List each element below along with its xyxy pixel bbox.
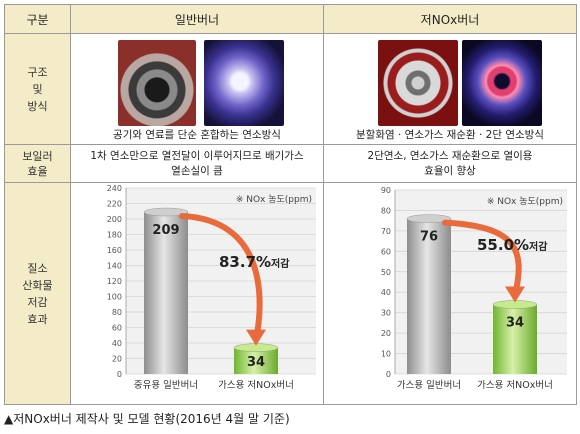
y-tick-label: 220 — [107, 200, 122, 209]
bar-value-label: 34 — [506, 315, 524, 330]
general-flame-photo — [204, 40, 284, 126]
header-row: 구분 일반버너 저NOx버너 — [4, 4, 577, 34]
reduction-label: 83.7%저감 — [219, 253, 290, 271]
reduction-percent: 55.0% — [477, 236, 529, 254]
y-tick-label: 0 — [117, 370, 122, 379]
header-lownox-burner: 저NOx버너 — [323, 4, 577, 34]
reduction-arrowhead — [505, 286, 525, 303]
y-tick-label: 20 — [112, 355, 122, 364]
reduction-suffix: 저감 — [529, 240, 548, 253]
nox-chart-general: 0 20 40 60 80 100 120 140 160 180 200 220 240 ※ NOx 농… — [107, 184, 316, 391]
efficiency-general-text: 1차 연소만으로 열전달이 이루어지므로 배기가스 열손실이 큼 — [70, 144, 324, 183]
header-general-burner: 일반버너 — [70, 4, 324, 34]
y-tick-label: 90 — [381, 186, 391, 195]
reduction-arrow — [442, 219, 522, 300]
nox-chart-lownox: 0 10 20 30 40 50 60 70 80 90 ※ NOx 농도(ppm) 76 가스용 일반… — [381, 186, 567, 391]
bar-value-label: 76 — [420, 230, 438, 245]
nox-label: 질소 산화물 저감 효과 — [4, 182, 71, 405]
y-tick-label: 160 — [107, 246, 122, 255]
structure-lownox-caption: 분할화염 · 연소가스 재순환 · 2단 연소방식 — [356, 129, 544, 141]
y-tick-label: 0 — [386, 370, 391, 379]
y-tick-label: 200 — [107, 215, 122, 224]
lownox-flame-photo — [462, 40, 542, 126]
bar-top — [406, 214, 452, 223]
x-category-label: 가스용 일반버너 — [397, 380, 461, 391]
structure-general-caption: 공기와 연료를 단순 혼합하는 연소방식 — [113, 129, 281, 141]
y-tick-label: 20 — [381, 329, 391, 338]
y-tick-label: 120 — [107, 277, 122, 286]
y-tick-label: 70 — [381, 227, 391, 236]
x-category-label: 가스용 저NOx버너 — [477, 380, 553, 391]
reduction-arrowhead — [246, 329, 266, 346]
chart-note: ※ NOx 농도(ppm) — [487, 196, 563, 207]
lownox-burner-photo — [378, 40, 458, 126]
y-tick-label: 240 — [107, 184, 122, 193]
bar — [234, 347, 278, 374]
bar — [407, 218, 451, 374]
header-category: 구분 — [4, 4, 71, 34]
footer-caption: ▲저NOx버너 제작사 및 모델 현황(2016년 4월 말 기준) — [4, 412, 290, 426]
nox-label-text: 질소 산화물 저감 효과 — [22, 261, 53, 326]
y-tick-label: 60 — [112, 324, 122, 333]
chart-note: ※ NOx 농도(ppm) — [236, 194, 312, 205]
reduction-suffix: 저감 — [271, 257, 290, 270]
y-tick-label: 40 — [381, 288, 391, 297]
x-category-label: 중유용 일반버너 — [134, 380, 198, 391]
y-tick-label: 140 — [107, 262, 122, 271]
reduction-label: 55.0%저감 — [477, 236, 548, 254]
x-category-label: 가스용 저NOx버너 — [218, 380, 294, 391]
structure-label-text: 구조 및 방식 — [27, 65, 48, 113]
bar — [493, 304, 537, 374]
bar-value-label: 34 — [247, 355, 265, 370]
efficiency-lownox-text: 2단연소, 연소가스 재순환으로 열이용 효율이 향상 — [323, 144, 577, 183]
y-tick-label: 60 — [381, 247, 391, 256]
y-tick-label: 80 — [381, 206, 391, 215]
y-tick-label: 10 — [381, 350, 391, 359]
y-tick-label: 100 — [107, 293, 122, 302]
y-tick-label: 30 — [381, 309, 391, 318]
y-tick-label: 50 — [381, 268, 391, 277]
y-tick-label: 40 — [112, 339, 122, 348]
bar-top — [143, 207, 189, 217]
structure-general-cell: 공기와 연료를 단순 혼합하는 연소방식 — [70, 33, 324, 145]
y-tick-label: 80 — [112, 308, 122, 317]
bar-value-label: 209 — [152, 223, 179, 238]
structure-label: 구조 및 방식 — [4, 33, 71, 145]
y-tick-label: 180 — [107, 231, 122, 240]
general-burner-photo — [118, 40, 196, 126]
efficiency-label-text: 보일러 효율 — [22, 149, 53, 178]
bar — [144, 212, 188, 374]
efficiency-row: 보일러 효율 1차 연소만으로 열전달이 이루어지므로 배기가스 열손실이 큼 … — [4, 144, 577, 183]
efficiency-label: 보일러 효율 — [4, 144, 71, 183]
reduction-arrow — [179, 213, 263, 343]
reduction-percent: 83.7% — [219, 253, 271, 271]
